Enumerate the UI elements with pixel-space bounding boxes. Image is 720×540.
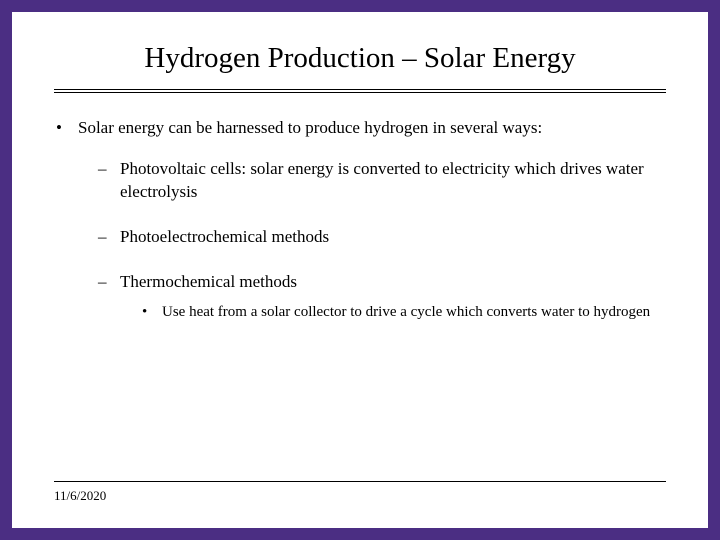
bullet-level2: – Photoelectrochemical methods xyxy=(98,226,666,249)
bullet-level1: • Solar energy can be harnessed to produ… xyxy=(54,117,666,140)
dash-marker: – xyxy=(98,158,120,204)
footer-date: 11/6/2020 xyxy=(54,488,666,504)
title-divider xyxy=(54,89,666,93)
bullet-text: Photoelectrochemical methods xyxy=(120,226,666,249)
dash-marker: – xyxy=(98,271,120,294)
bullet-level2: – Photovoltaic cells: solar energy is co… xyxy=(98,158,666,204)
slide-footer: 11/6/2020 xyxy=(54,481,666,504)
bullet-text: Solar energy can be harnessed to produce… xyxy=(78,117,666,140)
slide-title: Hydrogen Production – Solar Energy xyxy=(54,42,666,75)
dash-marker: – xyxy=(98,226,120,249)
slide-content: • Solar energy can be harnessed to produ… xyxy=(54,117,666,322)
bullet-text: Thermochemical methods xyxy=(120,271,666,294)
bullet-level3: • Use heat from a solar collector to dri… xyxy=(142,302,666,322)
bullet-text: Photovoltaic cells: solar energy is conv… xyxy=(120,158,666,204)
footer-divider xyxy=(54,481,666,482)
bullet-marker: • xyxy=(54,117,78,140)
bullet-marker: • xyxy=(142,302,162,322)
bullet-text: Use heat from a solar collector to drive… xyxy=(162,302,666,322)
bullet-level2: – Thermochemical methods xyxy=(98,271,666,294)
slide: Hydrogen Production – Solar Energy • Sol… xyxy=(12,12,708,528)
